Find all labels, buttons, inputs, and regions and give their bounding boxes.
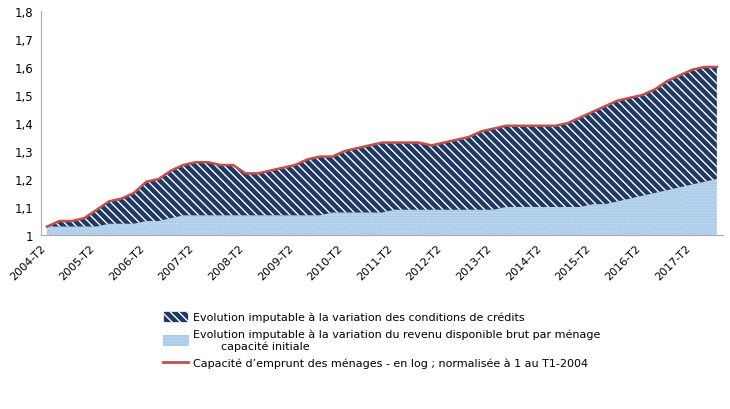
Legend: Evolution imputable à la variation des conditions de crédits, Evolution imputabl: Evolution imputable à la variation des c…	[159, 307, 605, 373]
